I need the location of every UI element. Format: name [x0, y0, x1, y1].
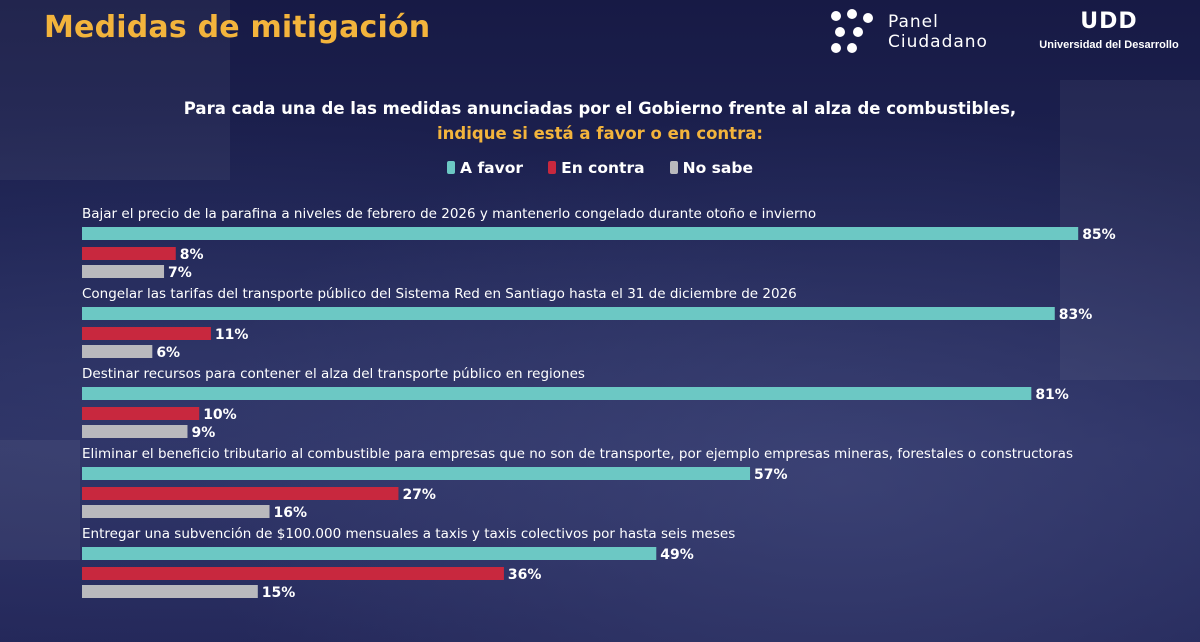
- survey-question: Para cada una de las medidas anunciadas …: [0, 96, 1200, 146]
- legend-swatch-a-favor: [447, 161, 456, 174]
- legend-label-no-sabe: No sabe: [682, 159, 753, 177]
- data-label-no-sabe: 6%: [156, 345, 180, 361]
- background-building-shape: [1060, 80, 1200, 380]
- data-label-en-contra: 27%: [402, 487, 436, 503]
- data-label-a-favor: 49%: [660, 547, 694, 563]
- category-label: Congelar las tarifas del transporte públ…: [82, 286, 797, 302]
- legend-swatch-no-sabe: [669, 161, 678, 174]
- bar-no-sabe: [82, 505, 270, 518]
- category-label: Entregar una subvención de $100.000 mens…: [82, 526, 735, 542]
- bar-no-sabe: [82, 265, 165, 278]
- bar-en-contra: [82, 327, 211, 340]
- legend-item-a-favor: A favor: [447, 159, 523, 177]
- panel-ciudadano-dots-icon: [831, 9, 873, 53]
- data-label-en-contra: 11%: [215, 327, 249, 343]
- udd-logo: UDD Universidad del Desarrollo: [1036, 10, 1182, 56]
- bar-en-contra: [82, 487, 399, 500]
- bar-en-contra: [82, 247, 176, 260]
- question-line-2: indique si está a favor o en contra:: [437, 124, 763, 143]
- data-label-en-contra: 8%: [180, 247, 204, 263]
- legend-swatch-en-contra: [548, 161, 557, 174]
- data-label-en-contra: 10%: [203, 407, 237, 423]
- question-line-1: Para cada una de las medidas anunciadas …: [183, 99, 1017, 118]
- legend-label-en-contra: En contra: [561, 159, 645, 177]
- data-label-a-favor: 81%: [1035, 387, 1069, 403]
- bar-en-contra: [82, 407, 200, 420]
- chart-legend: A favor En contra No sabe: [0, 158, 1200, 177]
- bar-no-sabe: [82, 345, 153, 358]
- bar-a-favor: [82, 387, 1032, 400]
- data-label-a-favor: 57%: [754, 467, 788, 483]
- category-label: Bajar el precio de la parafina a niveles…: [82, 206, 816, 222]
- data-label-no-sabe: 9%: [191, 425, 215, 441]
- page-title: Medidas de mitigación: [44, 10, 431, 45]
- legend-item-no-sabe: No sabe: [669, 159, 753, 177]
- data-label-en-contra: 36%: [508, 567, 542, 583]
- bar-a-favor: [82, 227, 1079, 240]
- data-label-no-sabe: 16%: [274, 505, 308, 521]
- data-label-no-sabe: 15%: [262, 585, 296, 601]
- background-building-shape: [0, 0, 230, 180]
- panel-logo-text-line2: Ciudadano: [888, 32, 988, 52]
- category-label: Destinar recursos para contener el alza …: [82, 366, 585, 382]
- data-label-a-favor: 83%: [1059, 307, 1093, 323]
- udd-logo-mark: UDD: [1080, 9, 1138, 34]
- bar-no-sabe: [82, 425, 188, 438]
- data-label-a-favor: 85%: [1082, 227, 1116, 243]
- legend-item-en-contra: En contra: [548, 159, 645, 177]
- panel-ciudadano-logo: Panel Ciudadano: [828, 8, 1028, 56]
- background-car-shape: [0, 440, 80, 560]
- udd-logo-name: Universidad del Desarrollo: [1039, 39, 1179, 51]
- bar-a-favor: [82, 307, 1055, 320]
- panel-logo-text-line1: Panel: [888, 12, 939, 32]
- category-label: Eliminar el beneficio tributario al comb…: [82, 446, 1073, 462]
- legend-label-a-favor: A favor: [460, 159, 524, 177]
- bar-a-favor: [82, 467, 751, 480]
- bar-no-sabe: [82, 585, 258, 598]
- data-label-no-sabe: 7%: [168, 265, 192, 281]
- bar-en-contra: [82, 567, 504, 580]
- bar-a-favor: [82, 547, 657, 560]
